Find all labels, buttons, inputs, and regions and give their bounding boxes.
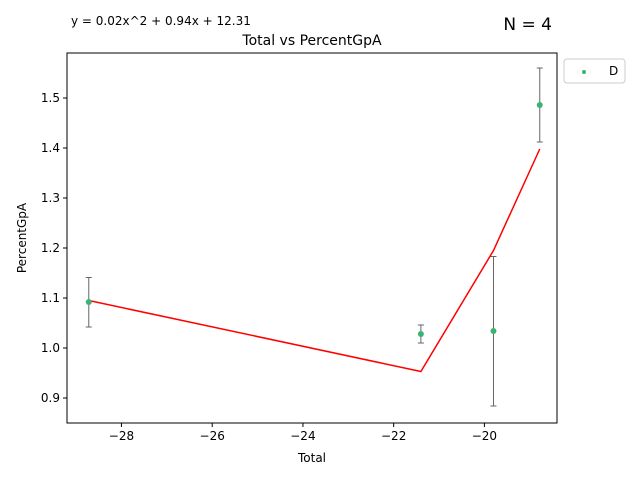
x-axis-ticks: −28 −26 −24 −22 −20 — [109, 423, 497, 443]
point-layer — [85, 102, 543, 337]
x-tick-label: −22 — [381, 429, 406, 443]
fit-equation: y = 0.02x^2 + 0.94x + 12.31 — [71, 14, 251, 28]
y-tick-label: 0.9 — [41, 391, 60, 405]
y-axis-ticks: 0.9 1.0 1.1 1.2 1.3 1.4 1.5 — [41, 91, 67, 405]
x-tick-label: −28 — [109, 429, 134, 443]
data-point — [417, 331, 424, 337]
y-tick-label: 1.5 — [41, 91, 60, 105]
legend-box — [563, 58, 626, 84]
x-tick-label: −20 — [472, 429, 497, 443]
x-tick-label: −26 — [200, 429, 225, 443]
y-tick-label: 1.4 — [41, 141, 60, 155]
chart-title: Total vs PercentGpA — [241, 33, 382, 49]
data-point — [536, 102, 543, 108]
y-tick-label: 1.1 — [41, 291, 60, 305]
y-tick-label: 1.3 — [41, 191, 60, 205]
x-axis-label: Total — [297, 451, 326, 465]
legend-label: D — [609, 64, 618, 78]
x-tick-label: −24 — [290, 429, 315, 443]
y-tick-label: 1.2 — [41, 241, 60, 255]
data-point — [85, 299, 92, 305]
fit-line-layer — [88, 148, 541, 373]
fit-line — [88, 148, 541, 373]
legend-marker — [582, 70, 586, 74]
data-point — [490, 328, 497, 334]
plot-area — [66, 52, 558, 424]
sample-count: N = 4 — [503, 15, 552, 35]
legend: D — [563, 58, 626, 84]
y-axis-label: PercentGpA — [15, 202, 29, 273]
y-tick-label: 1.0 — [41, 341, 60, 355]
